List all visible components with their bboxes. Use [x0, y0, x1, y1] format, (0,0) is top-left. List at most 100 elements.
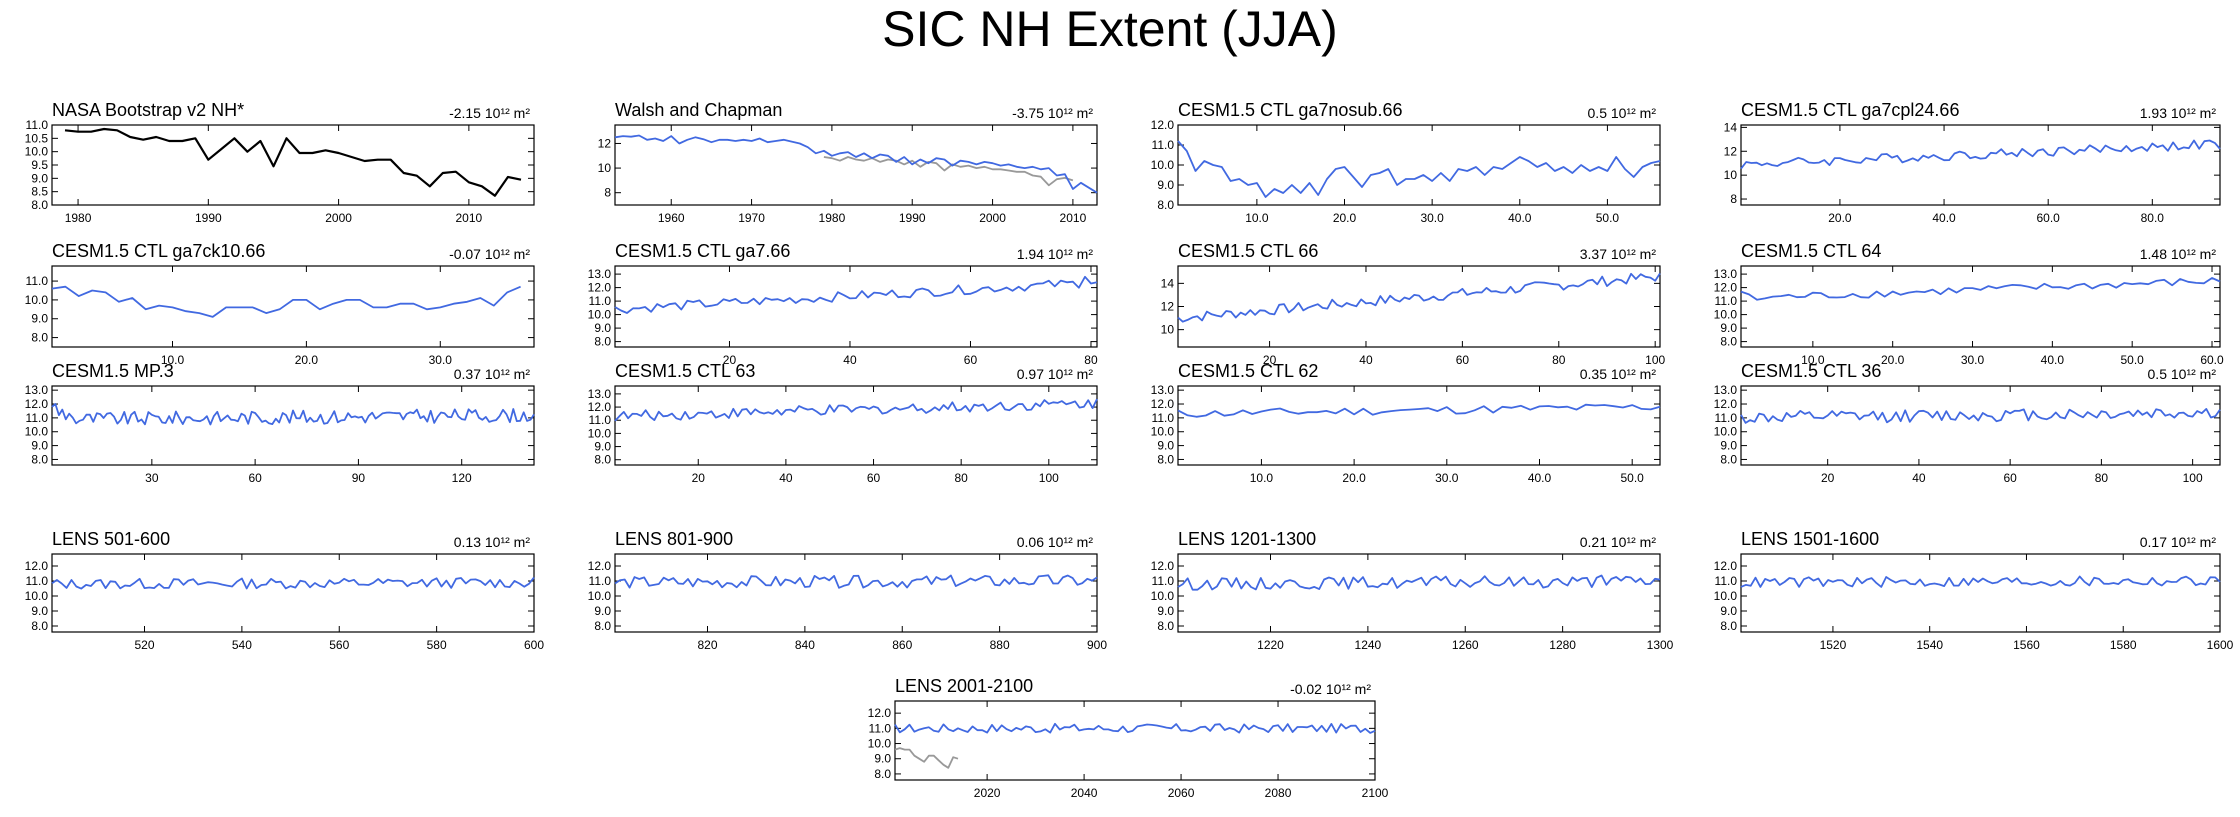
- trend-value: 1.48: [2140, 246, 2171, 262]
- y-tick-label: 8.0: [1720, 452, 1737, 466]
- y-tick-label: 10.0: [25, 293, 49, 307]
- y-tick-label: 11.0: [26, 274, 49, 288]
- y-tick-label: 13.0: [1151, 383, 1175, 397]
- trend-unit: 10¹² m²: [2171, 366, 2216, 382]
- trend-value: 0.5: [2148, 366, 2171, 382]
- y-tick-label: 9.0: [31, 439, 48, 453]
- trend-label: 0.97 10¹² m²: [1017, 366, 1094, 382]
- series-line-model: [1177, 574, 1661, 591]
- y-tick-label: 9.0: [594, 604, 611, 618]
- x-tick-label: 20.0: [1881, 353, 1905, 367]
- x-tick-label: 820: [697, 638, 717, 652]
- y-tick-label: 9.0: [31, 171, 48, 185]
- trend-value: 0.06: [1017, 534, 1048, 550]
- x-tick-label: 2010: [1060, 211, 1087, 225]
- x-tick-label: 120: [452, 471, 472, 485]
- trend-unit: 10¹² m²: [1611, 366, 1656, 382]
- figure-title: SIC NH Extent (JJA): [882, 1, 1338, 57]
- x-tick-label: 2060: [1168, 786, 1195, 800]
- panel-title: NASA Bootstrap v2 NH*: [52, 100, 244, 120]
- y-tick-label: 8.5: [31, 185, 48, 199]
- y-tick-label: 8.0: [1157, 452, 1174, 466]
- x-tick-label: 60: [964, 353, 978, 367]
- x-tick-label: 1220: [1257, 638, 1284, 652]
- y-tick-label: 12.0: [588, 559, 612, 573]
- plot-frame: [1177, 385, 1661, 466]
- x-tick-label: 520: [134, 638, 154, 652]
- x-tick-label: 1280: [1549, 638, 1576, 652]
- x-tick-label: 1520: [1820, 638, 1847, 652]
- y-tick-label: 9.0: [31, 312, 48, 326]
- trend-value: -3.75: [1012, 105, 1048, 121]
- y-tick-label: 13.0: [1714, 383, 1738, 397]
- series-line-model: [1740, 407, 2221, 424]
- trend-value: -0.02: [1290, 681, 1326, 697]
- x-tick-label: 30: [145, 471, 159, 485]
- y-tick-label: 14: [1161, 276, 1175, 290]
- y-tick-label: 12.0: [588, 281, 612, 295]
- trend-value: 0.13: [454, 534, 485, 550]
- x-tick-label: 30.0: [1961, 353, 1985, 367]
- plot-frame: [1740, 124, 2221, 206]
- series-line-gray: [823, 156, 1074, 187]
- x-tick-label: 2100: [1362, 786, 1389, 800]
- trend-label: 1.94 10¹² m²: [1017, 246, 1094, 262]
- series-line-gray: [894, 747, 959, 769]
- x-tick-label: 20.0: [295, 353, 319, 367]
- trend-value: 3.37: [1580, 246, 1611, 262]
- y-tick-label: 10: [598, 161, 612, 175]
- y-tick-label: 8.0: [594, 619, 611, 633]
- y-tick-label: 13.0: [25, 383, 49, 397]
- trend-unit: 10¹² m²: [1326, 681, 1371, 697]
- trend-label: 0.21 10¹² m²: [1580, 534, 1657, 550]
- y-tick-label: 14: [1724, 120, 1738, 134]
- panel-8: CESM1.5 CTL 64 1.48 10¹² m²8.09.010.011.0…: [1714, 241, 2224, 367]
- y-tick-label: 8.0: [1157, 198, 1174, 212]
- series-line-model: [614, 134, 1098, 194]
- y-tick-label: 12: [598, 136, 612, 150]
- y-tick-label: 10.0: [1151, 158, 1175, 172]
- y-tick-label: 13.0: [588, 267, 612, 281]
- x-tick-label: 1980: [819, 211, 846, 225]
- y-tick-label: 11.0: [26, 411, 49, 425]
- plot-frame: [1177, 265, 1661, 348]
- panel-4: CESM1.5 CTL ga7cpl24.66 1.93 10¹² m² 8 10 12…: [1724, 100, 2221, 225]
- y-tick-label: 10.0: [1151, 425, 1175, 439]
- series-line-model: [1740, 139, 2221, 170]
- y-tick-label: 12.0: [25, 559, 49, 573]
- y-tick-label: 9.0: [1157, 604, 1174, 618]
- y-tick-label: 8: [1730, 192, 1737, 206]
- trend-value: -2.15: [449, 105, 485, 121]
- panel-10: CESM1.5 CTL 63 0.97 10¹² m² 8.09.010.011.0…: [588, 361, 1098, 485]
- plot-frame: [51, 265, 535, 348]
- panel-title: LENS 1201-1300: [1178, 529, 1316, 549]
- y-tick-label: 10.0: [25, 589, 49, 603]
- panel-2: Walsh and Chapman -3.75 10¹² m² 8 10 12 1960 1…: [598, 100, 1098, 225]
- y-tick-label: 9.0: [1720, 321, 1737, 335]
- series-line-model: [894, 722, 1376, 734]
- x-tick-label: 2080: [1265, 786, 1292, 800]
- x-tick-label: 1980: [65, 211, 92, 225]
- panel-title: CESM1.5 CTL ga7cpl24.66: [1741, 100, 1959, 120]
- trend-value: 0.35: [1580, 366, 1611, 382]
- y-tick-label: 12.0: [1151, 397, 1175, 411]
- panel-title: LENS 501-600: [52, 529, 170, 549]
- series-line-obs: [64, 127, 522, 197]
- x-tick-label: 2040: [1071, 786, 1098, 800]
- trend-unit: 10¹² m²: [1048, 534, 1093, 550]
- x-tick-label: 1300: [1647, 638, 1674, 652]
- series-line-model: [1177, 403, 1661, 418]
- panel-9: CESM1.5 MP.3 0.37 10¹² m²8.09.010.011.012…: [25, 361, 535, 485]
- trend-label: 0.37 10¹² m²: [454, 366, 531, 382]
- y-tick-label: 10.0: [25, 425, 49, 439]
- x-tick-label: 80: [2095, 471, 2109, 485]
- x-tick-label: 80: [1084, 353, 1098, 367]
- y-tick-label: 9.0: [31, 604, 48, 618]
- panel-title: CESM1.5 CTL 62: [1178, 361, 1318, 381]
- plot-frame: [614, 124, 1098, 206]
- y-tick-label: 8.0: [1157, 619, 1174, 633]
- series-line-model: [614, 574, 1098, 589]
- x-tick-label: 20: [723, 353, 737, 367]
- y-tick-label: 10.5: [25, 131, 49, 145]
- y-tick-label: 10.0: [588, 308, 612, 322]
